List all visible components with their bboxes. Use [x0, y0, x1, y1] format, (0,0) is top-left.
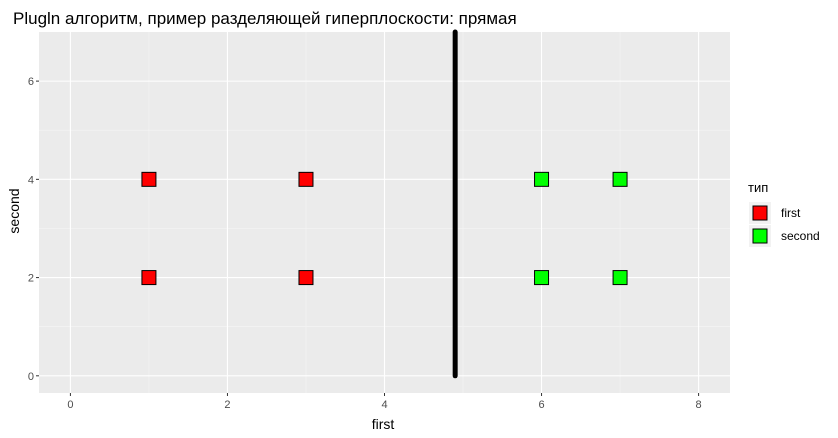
y-tick-label: 0 — [28, 371, 34, 383]
data-point-second — [534, 171, 550, 187]
y-tick-label: 4 — [28, 174, 34, 186]
chart-title: Plugln алгоритм, пример разделяющей гипе… — [13, 9, 517, 28]
data-point-first — [298, 270, 314, 286]
y-axis-title: second — [6, 188, 22, 233]
legend-key-second — [752, 228, 768, 244]
data-point-second — [534, 270, 550, 286]
legend-label-first: first — [781, 206, 801, 220]
data-point-second — [612, 171, 628, 187]
data-point-first — [141, 171, 157, 187]
data-point-first — [141, 270, 157, 286]
legend-title: тип — [748, 180, 768, 195]
x-tick-label: 8 — [696, 399, 702, 411]
x-axis-title: first — [372, 416, 395, 432]
x-tick-label: 0 — [67, 399, 73, 411]
data-point-second — [612, 270, 628, 286]
legend-label-second: second — [781, 229, 820, 243]
plot-panel — [39, 29, 730, 393]
y-tick-label: 2 — [28, 273, 34, 285]
legend: тип first second — [748, 180, 820, 247]
legend-key-first — [752, 205, 768, 221]
x-tick-label: 4 — [381, 399, 387, 411]
x-tick-label: 2 — [224, 399, 230, 411]
data-point-first — [298, 171, 314, 187]
y-tick-label: 6 — [28, 76, 34, 88]
x-tick-label: 6 — [538, 399, 544, 411]
